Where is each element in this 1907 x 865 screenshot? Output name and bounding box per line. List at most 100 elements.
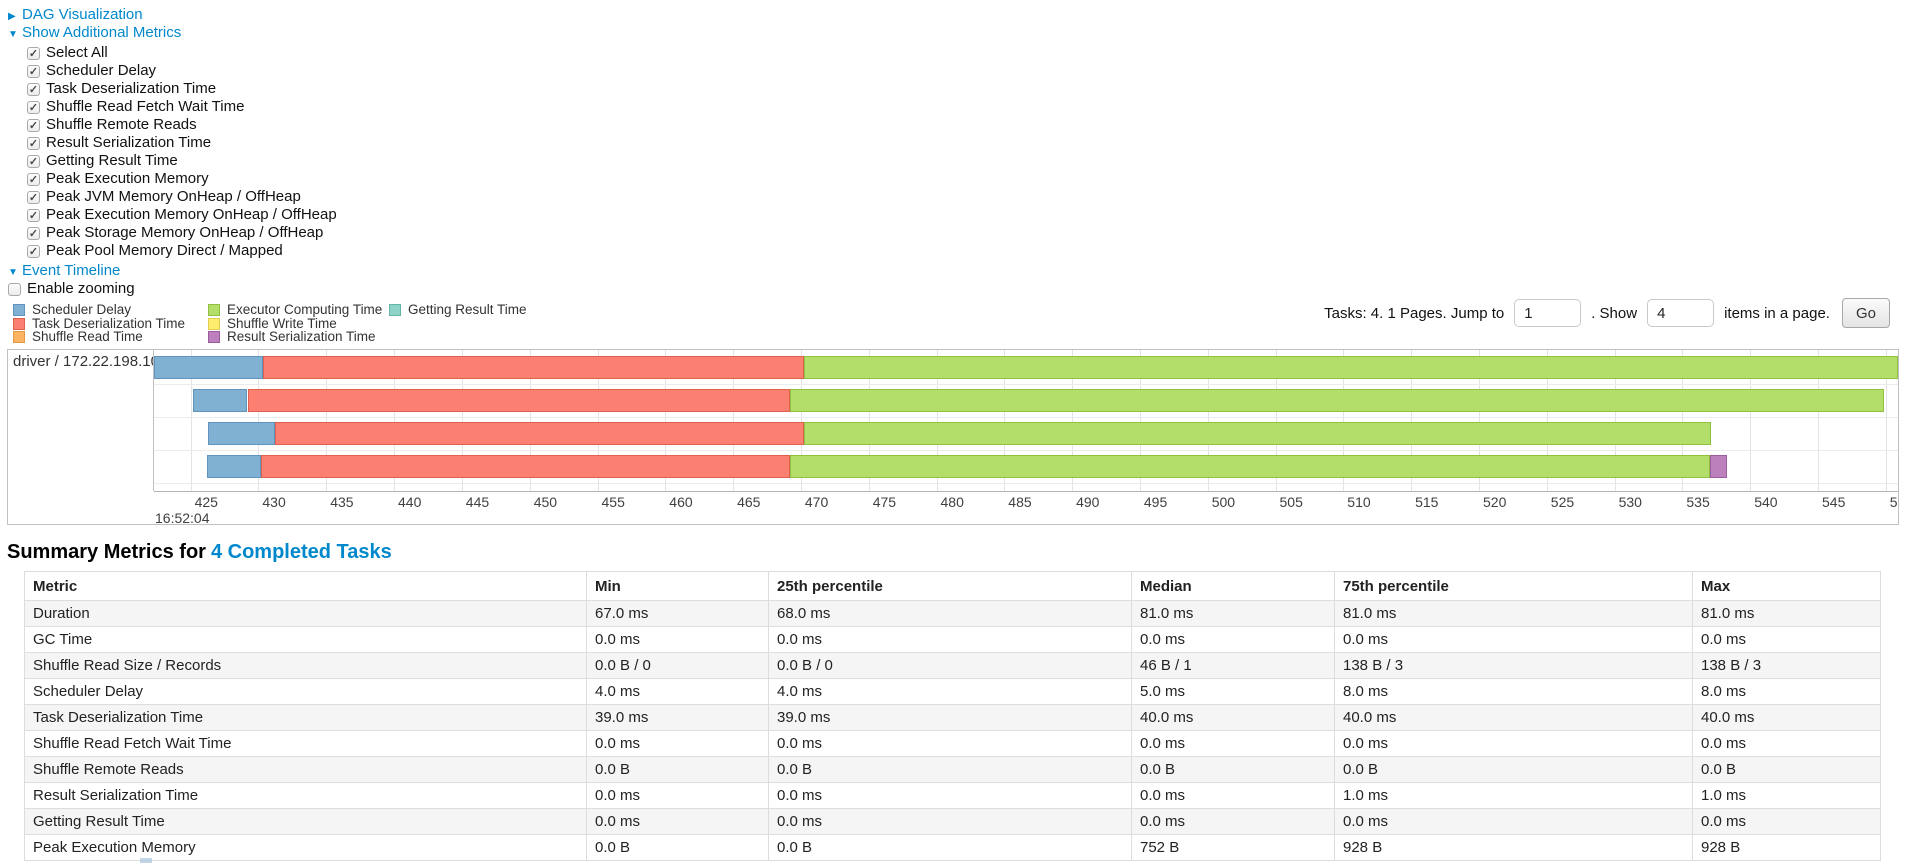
metric-checkbox[interactable]: ✓ (27, 154, 40, 168)
legend-column: Executor Computing Time Shuffle Write Tim… (208, 303, 389, 344)
axis-tick-label: 440 (398, 494, 422, 510)
axis-gridline (1072, 350, 1074, 491)
chevron-right-icon: ▶ (8, 11, 16, 22)
metric-checkbox[interactable]: ✓ (27, 208, 40, 222)
metric-checkbox[interactable]: ✓ (27, 118, 40, 132)
axis-tick-label: 485 (1008, 494, 1032, 510)
metric-value-cell: 0.0 B (1692, 756, 1881, 783)
metric-checkbox[interactable]: ✓ (27, 136, 40, 150)
legend-label: Executor Computing Time (227, 302, 383, 317)
legend-label: Scheduler Delay (32, 302, 132, 317)
metric-value-cell: 138 B / 3 (1334, 652, 1693, 679)
metric-checkbox[interactable]: ✓ (27, 226, 40, 240)
metric-checkbox-label: Scheduler Delay (46, 62, 157, 79)
metric-checkbox-row: ✓ Shuffle Read Fetch Wait Time (27, 98, 337, 116)
summary-table-row: Shuffle Remote Reads 0.0 B 0.0 B 0.0 B 0.0 B… (24, 756, 1881, 783)
show-additional-metrics-label: Show Additional Metrics (22, 24, 182, 41)
show-additional-metrics-toggle[interactable]: ▼ Show Additional Metrics (8, 24, 337, 42)
task-bar-scheduler-delay[interactable] (193, 389, 248, 412)
metric-checkbox-row: ✓ Shuffle Remote Reads (27, 116, 337, 134)
legend-label: Getting Result Time (408, 302, 527, 317)
metric-value-cell: 0.0 ms (768, 808, 1132, 835)
summary-table-row: GC Time 0.0 ms 0.0 ms 0.0 ms 0.0 ms 0.0 ms (24, 626, 1881, 653)
shuffle-write-swatch-icon (208, 317, 220, 330)
axis-tick-label: 475 (872, 494, 897, 510)
summary-heading-prefix: Summary Metrics for (7, 541, 206, 563)
axis-gridline (1885, 350, 1887, 491)
metric-value-cell: 40.0 ms (1334, 704, 1693, 731)
row-separator-line (154, 417, 1898, 418)
shuffle-read-swatch-icon (13, 331, 25, 344)
metric-checkbox[interactable]: ✓ (27, 244, 40, 258)
timeline-plot-area (154, 350, 1898, 491)
row-separator-line (154, 384, 1898, 385)
row-separator-line (154, 450, 1898, 451)
task-bar-scheduler-delay[interactable] (154, 356, 263, 379)
completed-tasks-link[interactable]: 4 Completed Tasks (210, 541, 392, 563)
metric-value-cell: 0.0 ms (768, 782, 1132, 809)
metric-value-cell: 4.0 ms (768, 678, 1132, 705)
metric-checkbox[interactable]: ✓ (27, 46, 40, 60)
metric-checkbox[interactable]: ✓ (27, 172, 40, 186)
axis-time-label: 16:52:04 (155, 510, 210, 525)
task-bar-task-deserialization[interactable] (261, 455, 790, 478)
task-bar-scheduler-delay[interactable] (206, 455, 262, 478)
axis-tick-label: 545 (1822, 494, 1846, 510)
metric-value-cell: 0.0 ms (1334, 626, 1693, 653)
axis-gridline (665, 350, 667, 491)
legend-label: Shuffle Read Time (32, 329, 143, 345)
enable-zooming-checkbox[interactable] (8, 282, 21, 296)
metric-value-cell: 0.0 ms (768, 626, 1132, 653)
scheduler-delay-swatch-icon (13, 303, 25, 316)
summary-table-row: Scheduler Delay 4.0 ms 4.0 ms 5.0 ms 8.0 ms 8… (24, 678, 1881, 705)
summary-column-header: 25th percentile (768, 571, 1132, 601)
task-bar-task-deserialization[interactable] (262, 356, 804, 379)
metric-value-cell: 0.0 ms (1692, 808, 1881, 835)
task-bar-executor-computing[interactable] (803, 422, 1711, 445)
metric-checkbox-row: ✓ Result Serialization Time (27, 134, 337, 152)
metric-checkbox[interactable]: ✓ (27, 100, 40, 114)
summary-table-row: Shuffle Read Fetch Wait Time 0.0 ms 0.0 ms… (24, 730, 1881, 757)
axis-gridline (597, 350, 599, 491)
metric-value-cell: 0.0 B (1334, 756, 1693, 783)
jump-to-page-input[interactable] (1514, 299, 1582, 327)
items-per-page-input[interactable] (1647, 299, 1715, 327)
metric-checkbox[interactable]: ✓ (27, 190, 40, 204)
summary-metrics-heading: Summary Metrics for 4 Completed Tasks (7, 541, 392, 564)
task-bar-task-deserialization[interactable] (247, 389, 791, 412)
axis-tick-label: 515 (1415, 494, 1439, 510)
axis-tick-label: 480 (940, 494, 964, 510)
cutoff-content-artifact (140, 858, 152, 863)
task-bar-scheduler-delay[interactable] (208, 422, 275, 445)
legend-item: Scheduler Delay (13, 303, 208, 317)
event-timeline-toggle[interactable]: ▼ Event Timeline (8, 262, 337, 280)
metric-name-cell: Shuffle Remote Reads (24, 756, 587, 783)
axis-gridline (1614, 350, 1616, 491)
axis-tick-label: 510 (1347, 494, 1371, 510)
summary-table-row: Task Deserialization Time 39.0 ms 39.0 ms 4… (24, 704, 1881, 731)
enable-zooming-label: Enable zooming (27, 280, 135, 297)
metric-checkbox[interactable]: ✓ (27, 64, 40, 78)
metric-value-cell: 928 B (1334, 834, 1693, 861)
task-bar-executor-computing[interactable] (803, 356, 1898, 379)
task-deserialization-swatch-icon (13, 317, 25, 330)
metric-name-cell: Duration (24, 600, 587, 627)
axis-tick-label: 525 (1550, 494, 1575, 510)
metric-value-cell: 40.0 ms (1692, 704, 1881, 731)
task-bar-result-serialization[interactable] (1709, 455, 1728, 478)
metric-value-cell: 5.0 ms (1131, 678, 1335, 705)
metric-checkbox[interactable]: ✓ (27, 82, 40, 96)
timeline-group-column: driver / 172.22.198.104 (8, 350, 154, 491)
task-bar-task-deserialization[interactable] (274, 422, 804, 445)
executor-group-label: driver / 172.22.198.104 (13, 353, 153, 370)
summary-table-row: Peak Execution Memory 0.0 B 0.0 B 752 B 928 … (24, 834, 1881, 861)
task-bar-executor-computing[interactable] (790, 455, 1710, 478)
enable-zooming-row: Enable zooming (8, 280, 337, 298)
dag-visualization-toggle[interactable]: ▶ DAG Visualization (8, 6, 337, 24)
summary-column-header: Metric (24, 571, 587, 601)
metric-value-cell: 1.0 ms (1692, 782, 1881, 809)
metric-value-cell: 0.0 ms (586, 808, 769, 835)
go-button[interactable]: Go (1841, 298, 1890, 328)
task-bar-executor-computing[interactable] (790, 389, 1885, 412)
metric-value-cell: 0.0 ms (768, 730, 1132, 757)
